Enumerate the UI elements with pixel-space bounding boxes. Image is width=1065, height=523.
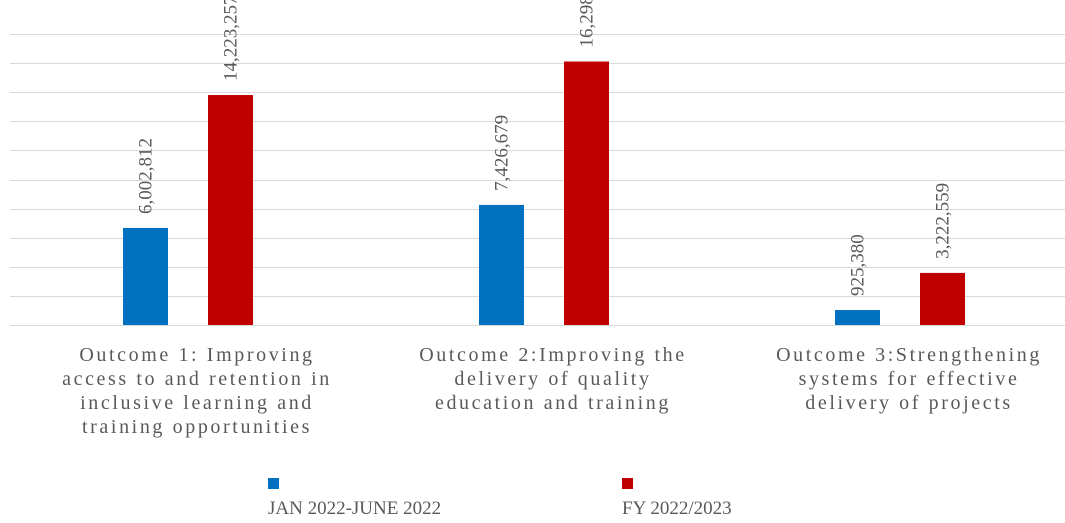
gridlines [10,34,1065,326]
category-label-line: systems for effective [798,368,1020,390]
bar-series1-cat3 [835,310,880,325]
category-label-line: delivery of quality [454,368,652,390]
bar-series2-cat2 [564,61,609,326]
category-label-line: education and training [434,392,672,414]
category-label-line: delivery of projects [805,392,1013,414]
bar-series2-cat1 [208,95,253,325]
category-label-1: Outcome 1: Improving access to and retent… [32,343,362,439]
category-label-line: Outcome 1: Improving [79,344,315,366]
legend-swatch [268,478,279,489]
data-label-series1-cat2: 7,426,679 [492,115,513,191]
category-label-3: Outcome 3:Strengthening systems for effec… [744,343,1065,415]
category-label-line: access to and retention in [62,368,332,390]
data-label-series2-cat1: 14,223,257 [221,0,242,81]
category-label-line: inclusive learning and [80,392,314,414]
data-label-series1-cat1: 6,002,812 [136,138,157,214]
bar-series1-cat1 [123,227,168,325]
data-label-series2-cat2: 16,298,391 [577,0,598,48]
data-label-series2-cat3: 3,222,559 [933,183,954,259]
bar-series2-cat3 [920,272,965,325]
bars [123,61,965,326]
legend-swatch [622,478,633,489]
category-label-line: Outcome 2:Improving the [419,344,687,366]
category-label-line: training opportunities [82,416,312,438]
legend-label: JAN 2022-JUNE 2022 [268,498,442,519]
data-label-series1-cat3: 925,380 [848,234,869,296]
data-labels: 6,002,812 7,426,679 925,380 14,223,257 16,29… [136,0,954,296]
bar-series1-cat2 [479,204,524,325]
category-label-line: Outcome 3:Strengthening [776,344,1042,366]
legend-label: FY 2022/2023 [622,498,732,519]
category-label-2: Outcome 2:Improving the delivery of quali… [388,343,718,415]
